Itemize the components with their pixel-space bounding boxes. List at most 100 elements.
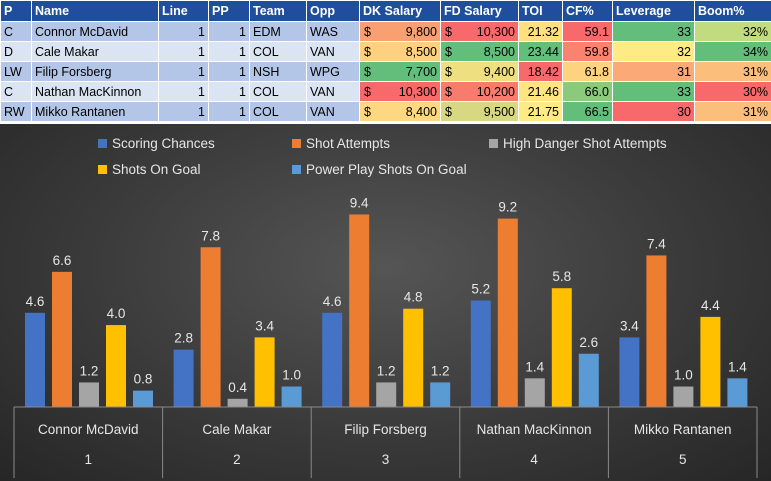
- cell-leverage[interactable]: 33: [612, 21, 695, 42]
- cell-name[interactable]: Cale Makar: [31, 41, 159, 62]
- cell-leverage[interactable]: 30: [612, 101, 695, 122]
- category-label: Connor McDavid: [38, 422, 139, 437]
- cell-team[interactable]: NSH: [249, 61, 307, 82]
- bar-scoring-chances: [470, 300, 491, 407]
- cell-opp[interactable]: VAN: [306, 101, 360, 122]
- data-label: 4.6: [26, 294, 45, 309]
- cell-boom[interactable]: 31%: [694, 61, 771, 82]
- cell-team[interactable]: EDM: [249, 21, 307, 42]
- header-line[interactable]: Line: [158, 0, 209, 22]
- cell-boom[interactable]: 31%: [694, 101, 771, 122]
- cell-name[interactable]: Filip Forsberg: [31, 61, 159, 82]
- cell-team[interactable]: COL: [249, 81, 307, 102]
- cell-dk-salary[interactable]: $8,400: [359, 101, 441, 122]
- cell-toi[interactable]: 21.75: [518, 101, 563, 122]
- header-name[interactable]: Name: [31, 0, 159, 22]
- cell-cf[interactable]: 61.8: [562, 61, 613, 82]
- header-team[interactable]: Team: [249, 0, 307, 22]
- cell-leverage[interactable]: 32: [612, 41, 695, 62]
- data-label: 9.2: [498, 200, 517, 215]
- data-label: 4.6: [323, 294, 342, 309]
- cell-team[interactable]: COL: [249, 41, 307, 62]
- cell-line[interactable]: 1: [158, 21, 209, 42]
- header-cf[interactable]: CF%: [562, 0, 613, 22]
- cell-fd-salary[interactable]: $8,500: [440, 41, 519, 62]
- header-dk-salary[interactable]: DK Salary: [359, 0, 441, 22]
- bar-power-play-shots-on-goal: [578, 353, 599, 407]
- cell-cf[interactable]: 59.8: [562, 41, 613, 62]
- data-label: 2.6: [579, 335, 598, 350]
- salary-value: 10,300: [398, 84, 437, 99]
- cell-line[interactable]: 1: [158, 101, 209, 122]
- cell-boom[interactable]: 34%: [694, 41, 771, 62]
- cell-dk-salary[interactable]: $8,500: [359, 41, 441, 62]
- cell-dk-salary[interactable]: $9,800: [359, 21, 441, 42]
- currency-symbol: $: [364, 104, 371, 119]
- cell-opp[interactable]: VAN: [306, 41, 360, 62]
- cell-leverage[interactable]: 31: [612, 61, 695, 82]
- bar-scoring-chances: [619, 337, 640, 407]
- cell-cf[interactable]: 59.1: [562, 21, 613, 42]
- header-position[interactable]: P: [0, 0, 32, 22]
- cell-line[interactable]: 1: [158, 41, 209, 62]
- cell-position[interactable]: C: [0, 21, 32, 42]
- cell-fd-salary[interactable]: $10,200: [440, 81, 519, 102]
- cell-name[interactable]: Nathan MacKinnon: [31, 81, 159, 102]
- cell-line[interactable]: 1: [158, 81, 209, 102]
- data-label: 4.8: [404, 290, 423, 305]
- data-label: 1.4: [525, 359, 544, 374]
- cell-pp[interactable]: 1: [208, 21, 250, 42]
- cell-toi[interactable]: 23.44: [518, 41, 563, 62]
- data-label: 1.4: [728, 359, 747, 374]
- cell-cf[interactable]: 66.0: [562, 81, 613, 102]
- cell-pp[interactable]: 1: [208, 81, 250, 102]
- cell-team[interactable]: COL: [249, 101, 307, 122]
- cell-fd-salary[interactable]: $9,400: [440, 61, 519, 82]
- cell-opp[interactable]: WAS: [306, 21, 360, 42]
- cell-opp[interactable]: WPG: [306, 61, 360, 82]
- cell-cf[interactable]: 66.5: [562, 101, 613, 122]
- header-toi[interactable]: TOI: [518, 0, 563, 22]
- cell-position[interactable]: C: [0, 81, 32, 102]
- cell-dk-salary[interactable]: $7,700: [359, 61, 441, 82]
- cell-position[interactable]: RW: [0, 101, 32, 122]
- cell-boom[interactable]: 30%: [694, 81, 771, 102]
- cell-position[interactable]: D: [0, 41, 32, 62]
- header-opp[interactable]: Opp: [306, 0, 360, 22]
- cell-fd-salary[interactable]: $10,300: [440, 21, 519, 42]
- cell-pp[interactable]: 1: [208, 61, 250, 82]
- cell-name[interactable]: Connor McDavid: [31, 21, 159, 42]
- data-label: 1.0: [282, 368, 301, 383]
- data-label: 0.4: [228, 380, 247, 395]
- cell-toi[interactable]: 18.42: [518, 61, 563, 82]
- header-pp[interactable]: PP: [208, 0, 250, 22]
- legend-swatch: [98, 139, 107, 148]
- category-label: Nathan MacKinnon: [477, 422, 592, 437]
- cell-leverage[interactable]: 33: [612, 81, 695, 102]
- header-leverage[interactable]: Leverage: [612, 0, 695, 22]
- cell-toi[interactable]: 21.32: [518, 21, 563, 42]
- cell-pp[interactable]: 1: [208, 41, 250, 62]
- salary-value: 10,300: [476, 24, 515, 39]
- cell-toi[interactable]: 21.46: [518, 81, 563, 102]
- data-label: 9.4: [350, 195, 369, 210]
- cell-name[interactable]: Mikko Rantanen: [31, 101, 159, 122]
- header-boom[interactable]: Boom%: [694, 0, 771, 22]
- header-fd-salary[interactable]: FD Salary: [440, 0, 519, 22]
- cell-position[interactable]: LW: [0, 61, 32, 82]
- salary-value: 8,500: [405, 44, 437, 59]
- bar-high-danger-shot-attempts: [376, 382, 397, 407]
- cell-line[interactable]: 1: [158, 61, 209, 82]
- cell-pp[interactable]: 1: [208, 101, 250, 122]
- currency-symbol: $: [445, 44, 452, 59]
- bar-shots-on-goal: [106, 325, 126, 407]
- cell-fd-salary[interactable]: $9,500: [440, 101, 519, 122]
- cell-boom[interactable]: 32%: [694, 21, 771, 42]
- bar-scoring-chances: [25, 312, 45, 407]
- cell-dk-salary[interactable]: $10,300: [359, 81, 441, 102]
- table-row: C Nathan MacKinnon 1 1 COL VAN $10,300 $10,200 2…: [0, 81, 771, 102]
- bar-chart: Scoring Chances Shot Attempts High Danger …: [13, 136, 758, 478]
- cell-opp[interactable]: VAN: [306, 81, 360, 102]
- legend-label: High Danger Shot Attempts: [503, 136, 667, 151]
- data-label: 1.0: [674, 368, 693, 383]
